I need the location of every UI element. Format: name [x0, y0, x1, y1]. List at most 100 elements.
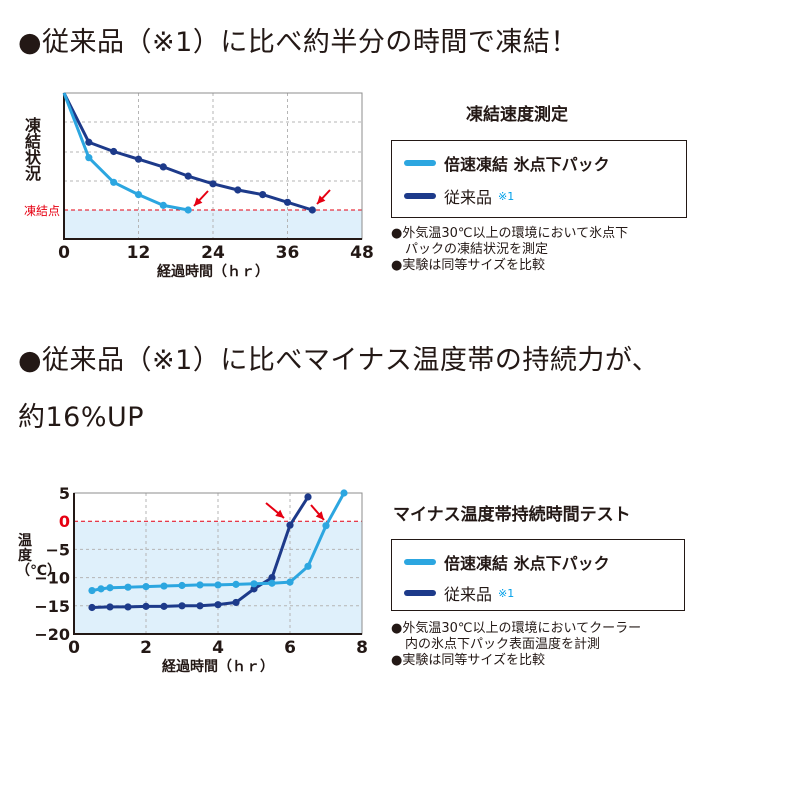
arrow-fast-zero: [310, 504, 325, 521]
series-old-point: [85, 138, 93, 146]
series-old-point: [268, 574, 276, 582]
x-tick-label: 6: [284, 638, 296, 658]
series-fast-point: [88, 586, 96, 595]
x-tick-label: 0: [58, 243, 70, 263]
y-tick-label: 5: [59, 484, 70, 503]
panel1-title: 凍結速度測定: [466, 105, 568, 125]
series-old-point: [232, 598, 240, 607]
legend2-item-old: 従来品 ※1: [404, 581, 514, 605]
series-fast-point: [340, 489, 348, 497]
panel2-note-3: ●実験は同等サイズを比較: [391, 653, 545, 668]
series-fast-point: [184, 206, 192, 214]
x-tick-label: 0: [68, 638, 80, 658]
y-tick-label: −20: [34, 625, 70, 644]
x-tick-label: 48: [350, 243, 374, 263]
panel1-note-2: パックの凍結状況を測定: [405, 242, 549, 257]
headline-duration-line2: 約16%UP: [18, 402, 145, 433]
series-fast-point: [304, 562, 312, 570]
series-old-point: [88, 603, 96, 612]
arrow-old-zero: [265, 502, 285, 519]
legend2-item-old-note: ※1: [498, 586, 515, 600]
arrow-fast-zero-head: [315, 511, 324, 520]
y-tick-label: −10: [34, 569, 70, 588]
x-tick-label: 12: [127, 243, 151, 263]
light-blue-swatch: [404, 160, 436, 166]
series-fast-point: [250, 580, 258, 588]
x-tick-label: 36: [276, 243, 300, 263]
series-old-point: [308, 206, 316, 214]
panel2-note-1: ●外気温30℃以上の環境においてクーラー: [391, 621, 642, 636]
legend1-item-old: 従来品 ※1: [404, 184, 514, 208]
freeze-point-label: 凍結点: [24, 204, 60, 218]
panel1-notes: ●外気温30℃以上の環境において氷点下 パックの凍結状況を測定 ●実験は同等サイ…: [391, 226, 628, 274]
series-fast-point: [110, 178, 118, 186]
series-old-point: [283, 198, 292, 206]
x-tick-label: 24: [201, 243, 225, 263]
x-axis-label: 経過時間（ｈｒ）: [157, 263, 269, 280]
series-fast-point: [232, 580, 240, 588]
series-fast-point: [286, 578, 294, 586]
arrow-old-freeze-head: [317, 195, 326, 204]
series-old-point: [178, 602, 186, 610]
series-fast-point: [160, 582, 168, 590]
x-tick-label: 2: [140, 638, 152, 658]
headline-freeze-speed: ●従来品（※1）に比べ約半分の時間で凍結！: [18, 27, 578, 58]
series-fast-line: [91, 492, 346, 593]
light-blue-swatch: [404, 559, 436, 565]
arrow-old-zero-head: [275, 509, 284, 518]
legend2-item-fast: 倍速凍結 氷点下パック: [404, 550, 610, 574]
series-old-point: [142, 602, 150, 610]
series-fast-point: [142, 583, 150, 591]
headline-duration-line1: ●従来品（※1）に比べマイナス温度帯の持続力が、: [18, 345, 660, 376]
series-fast-point: [322, 522, 330, 530]
series-fast-point: [124, 583, 132, 591]
series-old-point: [124, 603, 132, 611]
series-old-point: [234, 186, 242, 194]
y-tick-label: −15: [34, 597, 70, 616]
chart2-ylabel: 温度（℃）: [16, 533, 61, 579]
series-fast-point: [178, 581, 186, 590]
series-fast-point: [106, 584, 114, 592]
series-old-point: [106, 603, 114, 611]
series-fast-line: [62, 92, 189, 212]
series-old-point: [259, 191, 267, 199]
series-old-point: [214, 601, 222, 609]
series-old-point: [134, 155, 143, 163]
y-tick-label: −5: [45, 540, 70, 559]
series-old-point: [110, 147, 118, 156]
legend1-item-fast: 倍速凍結 氷点下パック: [404, 151, 610, 175]
legend2-item-fast-label: 倍速凍結 氷点下パック: [444, 554, 610, 573]
series-old-point: [159, 163, 167, 171]
series-old-point: [304, 493, 312, 501]
x-tick-label: 4: [212, 638, 224, 658]
series-old-point: [286, 521, 294, 529]
legend2-item-old-label: 従来品: [444, 585, 493, 604]
chart1-ylabel: 凍結状況: [24, 116, 41, 183]
arrow-old-freeze: [316, 189, 331, 205]
series-old-point: [184, 172, 192, 180]
series-fast-point: [134, 191, 143, 199]
series-old-point: [196, 602, 204, 610]
legend1-item-old-label: 従来品: [444, 188, 493, 207]
x-tick-label: 8: [356, 638, 368, 658]
series-fast-point: [268, 579, 276, 587]
legend1-item-old-note: ※1: [498, 189, 515, 203]
arrow-fast-freeze-head: [194, 197, 203, 206]
series-fast-point: [97, 585, 105, 593]
x-axis-label: 経過時間（ｈｒ）: [162, 658, 274, 675]
series-old-point: [160, 602, 168, 610]
arrow-fast-freeze: [193, 190, 209, 207]
series-fast-point: [85, 154, 93, 162]
panel2-note-2: 内の氷点下パック表面温度を計測: [405, 637, 601, 652]
series-fast-point: [196, 581, 204, 589]
panel1-legend: 倍速凍結 氷点下パック 従来品 ※1: [391, 140, 687, 218]
panel1-note-1: ●外気温30℃以上の環境において氷点下: [391, 226, 629, 241]
series-old-point: [250, 585, 258, 593]
legend1-item-fast-label: 倍速凍結 氷点下パック: [444, 155, 610, 174]
series-fast-point: [214, 581, 222, 589]
panel2-notes: ●外気温30℃以上の環境においてクーラー 内の氷点下パック表面温度を計測 ●実験…: [391, 621, 641, 669]
panel2-legend: 倍速凍結 氷点下パック 従来品 ※1: [391, 539, 685, 611]
y-tick-label: 0: [59, 512, 70, 531]
